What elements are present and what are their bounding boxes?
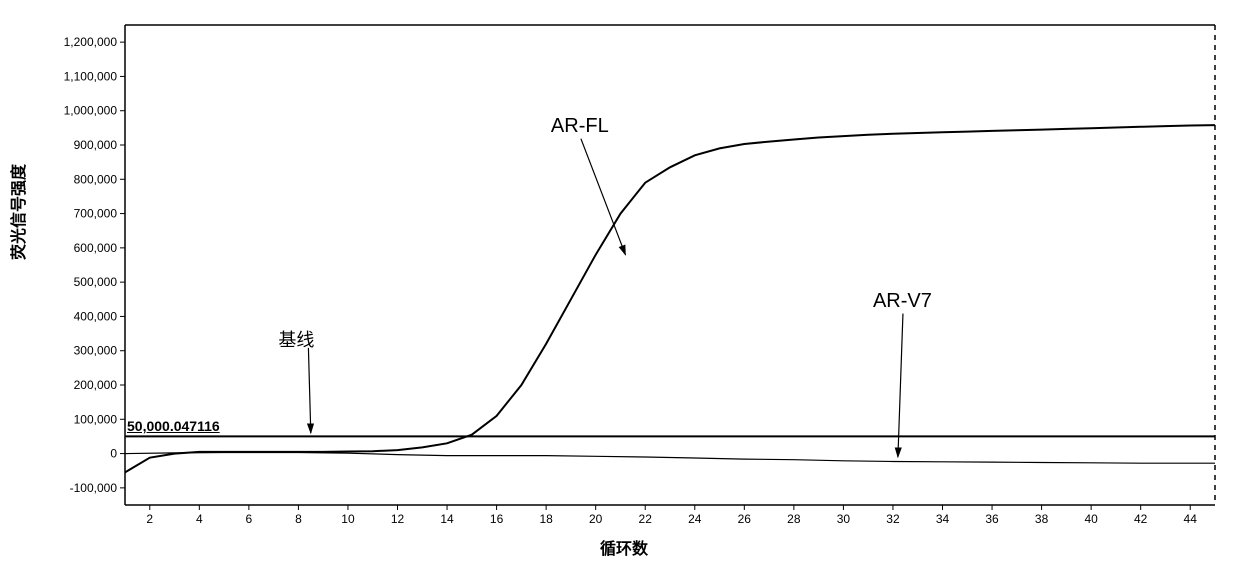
plot-svg: -100,000 0 100,000 200,000 300,000 400,000 500… [0,0,1239,565]
x-tick-label: 2 [146,512,153,526]
y-tick-label: 1,200,000 [64,35,118,49]
y-tick-label: 1,100,000 [64,69,118,83]
x-tick-label: 8 [295,512,302,526]
x-tick-label: 28 [787,512,801,526]
x-tick-label: 24 [688,512,702,526]
x-tick-label: 12 [391,512,405,526]
x-tick-label: 4 [196,512,203,526]
x-tick-label: 40 [1084,512,1098,526]
x-tick-label: 36 [985,512,999,526]
x-tick-label: 42 [1134,512,1148,526]
y-tick-label: 1,000,000 [64,104,118,118]
series-ar-v7 [125,453,1215,464]
x-tick-label: 38 [1035,512,1049,526]
x-tick-label: 6 [246,512,253,526]
x-tick-label: 10 [341,512,355,526]
y-tick-label: 100,000 [74,412,118,426]
y-tick-label: 500,000 [74,275,118,289]
x-tick-label: 30 [837,512,851,526]
series-ar-fl [125,125,1215,472]
annotation-arrows [308,139,903,457]
x-tick-label: 14 [440,512,454,526]
y-tick-label: 900,000 [74,138,118,152]
annotation-arrow-baseline [308,348,310,433]
y-tick-label: 300,000 [74,344,118,358]
x-tick-label: 44 [1184,512,1198,526]
annotation-arrow-ar-fl [581,139,626,255]
y-tick-label: 400,000 [74,309,118,323]
y-tick-label: 800,000 [74,172,118,186]
y-tick-label: -100,000 [70,481,118,495]
y-tick-label: 700,000 [74,207,118,221]
axes-group [125,25,1215,505]
x-tick-label: 32 [886,512,900,526]
x-tick-label: 26 [738,512,752,526]
y-tick-label: 200,000 [74,378,118,392]
chart-root: 荧光信号强度 循环数 50,000.047116 AR-FL 基线 AR-V7 … [0,0,1239,565]
series-group [125,125,1215,472]
x-tick-label: 18 [539,512,553,526]
y-tick-label: 0 [110,447,117,461]
x-tick-label: 16 [490,512,504,526]
y-tick-label: 600,000 [74,241,118,255]
x-tick-label: 34 [936,512,950,526]
x-tick-label: 20 [589,512,603,526]
x-tick-label: 22 [639,512,653,526]
